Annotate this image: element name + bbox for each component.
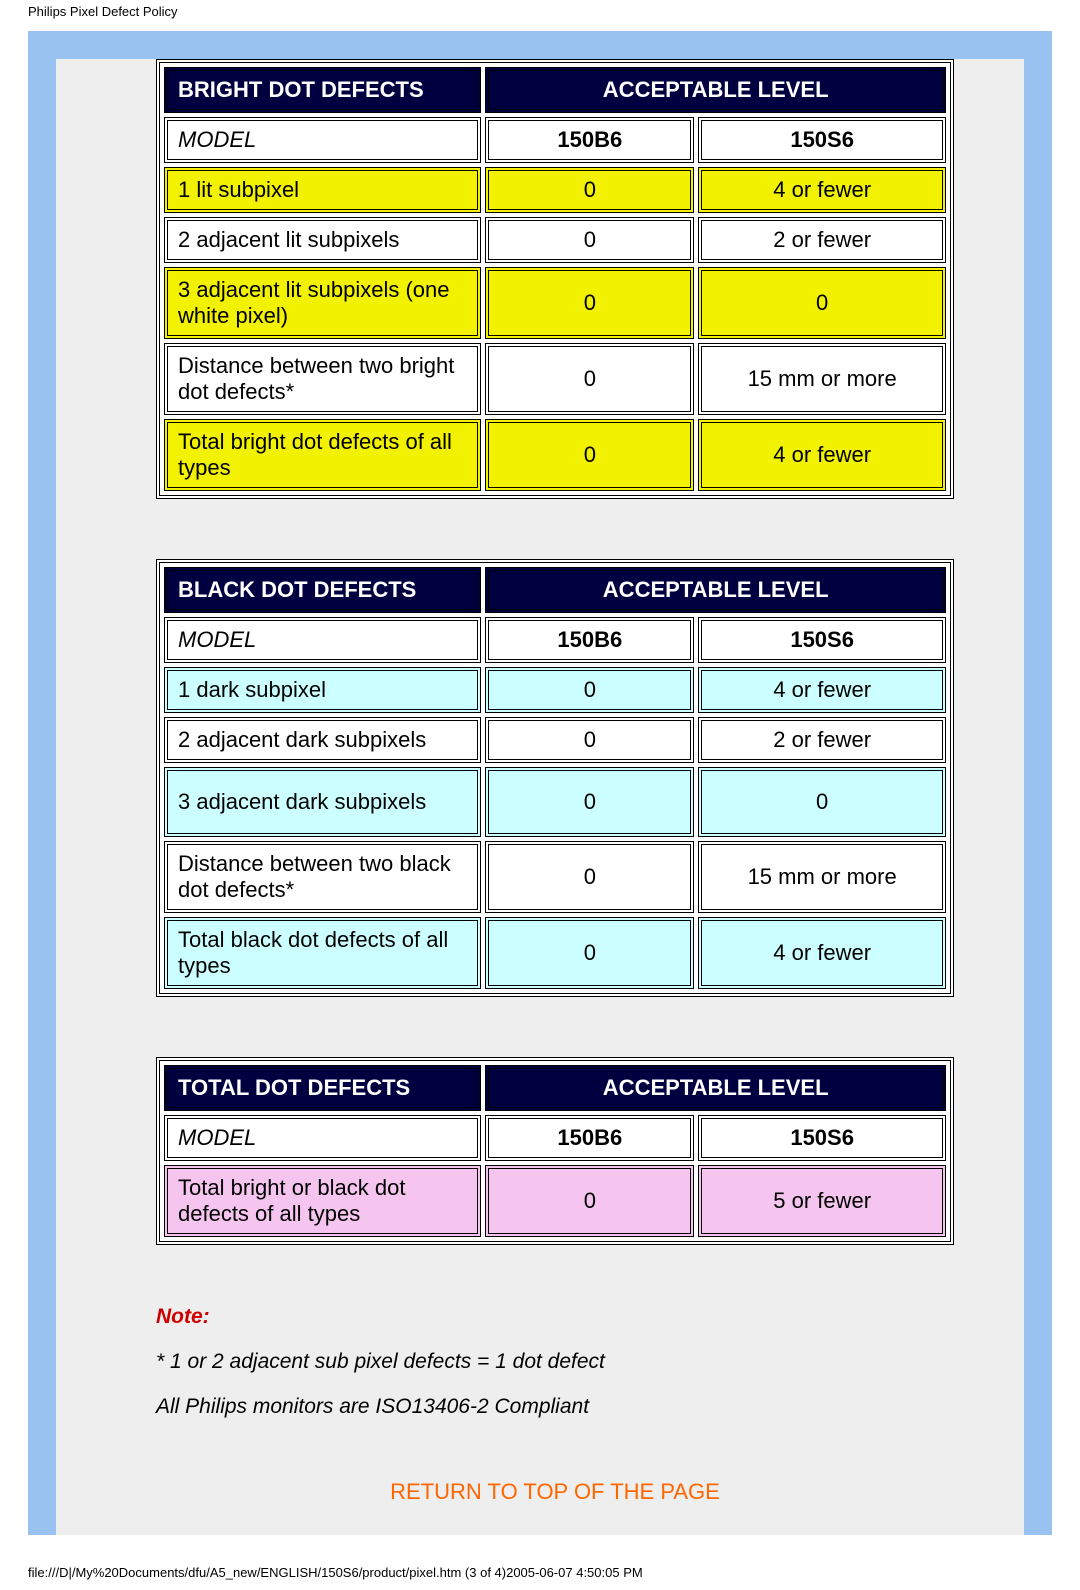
row-value-1: 0 xyxy=(485,841,694,913)
bright-defects-table: BRIGHT DOT DEFECTSACCEPTABLE LEVELMODEL1… xyxy=(156,59,954,499)
table-row: 3 adjacent lit subpixels (one white pixe… xyxy=(164,267,946,339)
total-defects-table: TOTAL DOT DEFECTSACCEPTABLE LEVELMODEL15… xyxy=(156,1057,954,1245)
row-value-2: 5 or fewer xyxy=(698,1165,946,1237)
note-line-2: All Philips monitors are ISO13406-2 Comp… xyxy=(156,1395,954,1419)
row-label: Total bright dot defects of all types xyxy=(164,419,481,491)
table-header-left: BRIGHT DOT DEFECTS xyxy=(164,67,481,113)
note-line-1: * 1 or 2 adjacent sub pixel defects = 1 … xyxy=(156,1350,954,1374)
table-row: 2 adjacent dark subpixels02 or fewer xyxy=(164,717,946,763)
row-value-1: 0 xyxy=(485,1165,694,1237)
row-value-1: 0 xyxy=(485,667,694,713)
notes-block: Note: * 1 or 2 adjacent sub pixel defect… xyxy=(156,1305,954,1419)
row-value-1: 0 xyxy=(485,267,694,339)
footer-path: file:///D|/My%20Documents/dfu/A5_new/ENG… xyxy=(0,1535,1080,1590)
row-value-2: 4 or fewer xyxy=(698,167,946,213)
note-label: Note: xyxy=(156,1305,210,1328)
row-value-2: 4 or fewer xyxy=(698,667,946,713)
row-label: 1 dark subpixel xyxy=(164,667,481,713)
return-to-top-link[interactable]: RETURN TO TOP OF THE PAGE xyxy=(156,1479,954,1505)
table-header-left: BLACK DOT DEFECTS xyxy=(164,567,481,613)
model-label: MODEL xyxy=(164,617,481,663)
row-label: Distance between two black dot defects* xyxy=(164,841,481,913)
table-row: Total black dot defects of all types04 o… xyxy=(164,917,946,989)
model-col-1: 150S6 xyxy=(698,117,946,163)
table-row: Distance between two bright dot defects*… xyxy=(164,343,946,415)
model-col-1: 150S6 xyxy=(698,617,946,663)
row-value-2: 0 xyxy=(698,267,946,339)
table-row: 3 adjacent dark subpixels00 xyxy=(164,767,946,837)
row-label: 1 lit subpixel xyxy=(164,167,481,213)
row-value-2: 15 mm or more xyxy=(698,841,946,913)
black-defects-table: BLACK DOT DEFECTSACCEPTABLE LEVELMODEL15… xyxy=(156,559,954,997)
table-row: Total bright dot defects of all types04 … xyxy=(164,419,946,491)
row-value-1: 0 xyxy=(485,217,694,263)
model-label: MODEL xyxy=(164,117,481,163)
row-value-1: 0 xyxy=(485,917,694,989)
table-row: Total bright or black dot defects of all… xyxy=(164,1165,946,1237)
row-label: Total black dot defects of all types xyxy=(164,917,481,989)
row-value-1: 0 xyxy=(485,419,694,491)
row-label: Distance between two bright dot defects* xyxy=(164,343,481,415)
row-label: 2 adjacent dark subpixels xyxy=(164,717,481,763)
table-header-right: ACCEPTABLE LEVEL xyxy=(485,67,946,113)
table-row: 1 lit subpixel04 or fewer xyxy=(164,167,946,213)
model-col-0: 150B6 xyxy=(485,117,694,163)
row-label: Total bright or black dot defects of all… xyxy=(164,1165,481,1237)
row-value-1: 0 xyxy=(485,717,694,763)
model-label: MODEL xyxy=(164,1115,481,1161)
row-value-2: 2 or fewer xyxy=(698,717,946,763)
table-header-right: ACCEPTABLE LEVEL xyxy=(485,1065,946,1111)
row-value-2: 4 or fewer xyxy=(698,917,946,989)
row-value-2: 2 or fewer xyxy=(698,217,946,263)
model-col-0: 150B6 xyxy=(485,617,694,663)
table-row: Distance between two black dot defects*0… xyxy=(164,841,946,913)
row-label: 3 adjacent dark subpixels xyxy=(164,767,481,837)
row-value-2: 15 mm or more xyxy=(698,343,946,415)
content-area: BRIGHT DOT DEFECTSACCEPTABLE LEVELMODEL1… xyxy=(156,59,954,1505)
row-value-2: 4 or fewer xyxy=(698,419,946,491)
row-value-2: 0 xyxy=(698,767,946,837)
row-value-1: 0 xyxy=(485,167,694,213)
content-frame: BRIGHT DOT DEFECTSACCEPTABLE LEVELMODEL1… xyxy=(28,31,1052,1535)
table-row: 1 dark subpixel04 or fewer xyxy=(164,667,946,713)
row-value-1: 0 xyxy=(485,767,694,837)
row-label: 2 adjacent lit subpixels xyxy=(164,217,481,263)
row-label: 3 adjacent lit subpixels (one white pixe… xyxy=(164,267,481,339)
model-col-1: 150S6 xyxy=(698,1115,946,1161)
table-row: 2 adjacent lit subpixels02 or fewer xyxy=(164,217,946,263)
page-title-header: Philips Pixel Defect Policy xyxy=(0,0,1080,23)
row-value-1: 0 xyxy=(485,343,694,415)
table-header-right: ACCEPTABLE LEVEL xyxy=(485,567,946,613)
model-col-0: 150B6 xyxy=(485,1115,694,1161)
table-header-left: TOTAL DOT DEFECTS xyxy=(164,1065,481,1111)
